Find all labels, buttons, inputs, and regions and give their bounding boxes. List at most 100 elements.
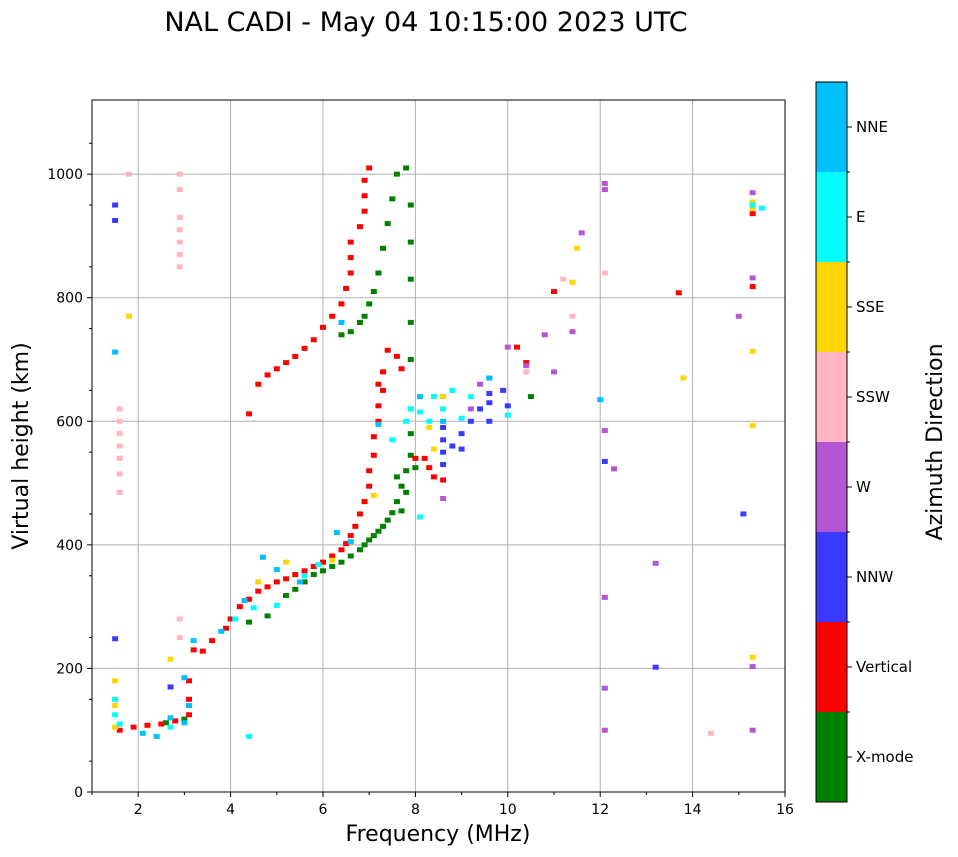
- colorbar-swatch-ssw: [816, 352, 847, 442]
- data-point-e: [232, 616, 239, 622]
- data-point-vertical: [398, 366, 405, 372]
- data-point-sse: [569, 279, 576, 285]
- data-point-x-mode: [370, 533, 377, 539]
- data-point-e: [458, 415, 465, 421]
- data-point-vertical: [320, 559, 326, 565]
- data-point-x-mode: [407, 357, 414, 362]
- data-point-vertical: [172, 718, 179, 724]
- data-point-vertical: [375, 381, 382, 387]
- data-point-nnw: [740, 511, 747, 517]
- data-point-nne: [190, 638, 197, 644]
- data-point-ssw: [176, 171, 183, 177]
- colorbar-label-nnw: NNW: [856, 568, 893, 586]
- data-point-vertical: [380, 369, 387, 375]
- data-point-w: [541, 332, 548, 338]
- data-point-w: [735, 313, 742, 319]
- data-point-vertical: [551, 289, 557, 295]
- data-point-e: [749, 202, 756, 208]
- data-point-x-mode: [393, 171, 400, 177]
- data-point-w: [749, 664, 756, 670]
- data-point-x-mode: [310, 572, 317, 578]
- data-point-nnw: [440, 437, 447, 443]
- data-point-ssw: [116, 431, 123, 437]
- data-point-e: [758, 205, 765, 211]
- data-point-x-mode: [393, 499, 400, 505]
- data-point-w: [601, 187, 608, 193]
- data-point-ssw: [116, 489, 123, 495]
- data-point-e: [426, 418, 433, 424]
- data-point-sse: [749, 423, 756, 429]
- data-point-vertical: [675, 290, 682, 296]
- data-point-ssw: [116, 455, 123, 461]
- data-point-nne: [375, 421, 382, 427]
- data-point-nnw: [112, 202, 119, 208]
- axis-ticks: 2 4 6 8 10 12 14 16 0 200 400 600 800 1000: [47, 142, 794, 818]
- data-point-x-mode: [366, 301, 373, 307]
- data-point-sse: [255, 579, 262, 585]
- data-point-vertical: [375, 403, 382, 409]
- data-point-nnw: [500, 387, 507, 393]
- x-tick-label: 2: [134, 802, 143, 818]
- data-point-vertical: [158, 721, 165, 727]
- data-point-vertical: [347, 270, 354, 276]
- y-tick-label: 800: [56, 291, 83, 307]
- data-point-nnw: [449, 443, 456, 449]
- data-point-x-mode: [389, 510, 396, 516]
- data-point-vertical: [514, 344, 521, 350]
- data-point-nne: [273, 567, 280, 573]
- data-point-vertical: [347, 255, 354, 261]
- x-tick-label: 6: [319, 802, 328, 818]
- colorbar-label-w: W: [856, 478, 871, 496]
- colorbar-swatch-nne: [816, 82, 847, 172]
- data-point-nne: [338, 319, 345, 325]
- data-point-x-mode: [181, 716, 188, 722]
- data-point-x-mode: [412, 465, 419, 471]
- data-point-w: [601, 685, 608, 691]
- data-point-x-mode: [347, 329, 354, 335]
- data-point-vertical: [370, 434, 377, 440]
- data-point-vertical: [421, 455, 428, 461]
- data-point-x-mode: [380, 245, 387, 251]
- data-point-nnw: [458, 431, 465, 437]
- colorbar-swatch-e: [816, 172, 847, 262]
- data-point-vertical: [426, 465, 433, 471]
- colorbar-label-x-mode: X-mode: [856, 748, 913, 766]
- data-point-x-mode: [403, 165, 410, 171]
- data-point-e: [112, 696, 119, 702]
- colorbar-swatch-w: [816, 442, 847, 532]
- plot-frame: [91, 99, 786, 793]
- data-point-x-mode: [292, 586, 299, 592]
- data-point-vertical: [384, 347, 391, 353]
- data-point-vertical: [301, 568, 308, 574]
- data-point-vertical: [361, 499, 368, 505]
- data-point-vertical: [361, 177, 368, 183]
- data-point-x-mode: [375, 528, 382, 534]
- data-point-sse: [329, 557, 336, 563]
- data-point-x-mode: [329, 563, 336, 569]
- data-point-vertical: [749, 211, 756, 217]
- data-point-w: [477, 381, 484, 387]
- data-point-ssw: [569, 313, 576, 319]
- data-point-vertical: [283, 360, 290, 366]
- colorbar-swatch-nnw: [816, 532, 847, 622]
- data-point-ssw: [176, 635, 183, 641]
- colorbar-label-e: E: [856, 208, 865, 226]
- data-point-ssw: [116, 418, 123, 424]
- data-point-nne: [218, 628, 225, 634]
- data-point-vertical: [347, 533, 354, 539]
- x-axis-label: Frequency (MHz): [346, 822, 531, 847]
- data-point-e: [467, 394, 474, 400]
- colorbar-label: Azimuth Direction: [923, 343, 948, 540]
- x-tick-label: 16: [776, 802, 794, 818]
- data-point-vertical: [273, 366, 280, 372]
- data-point-ssw: [560, 276, 567, 282]
- data-point-sse: [574, 245, 581, 251]
- data-point-vertical: [236, 604, 243, 610]
- x-tick-label: 4: [226, 802, 235, 818]
- data-point-x-mode: [162, 720, 169, 726]
- data-point-nne: [181, 720, 188, 726]
- data-point-vertical: [130, 724, 137, 730]
- data-point-ssw: [708, 730, 715, 736]
- data-point-e: [504, 412, 511, 418]
- data-point-x-mode: [361, 542, 368, 548]
